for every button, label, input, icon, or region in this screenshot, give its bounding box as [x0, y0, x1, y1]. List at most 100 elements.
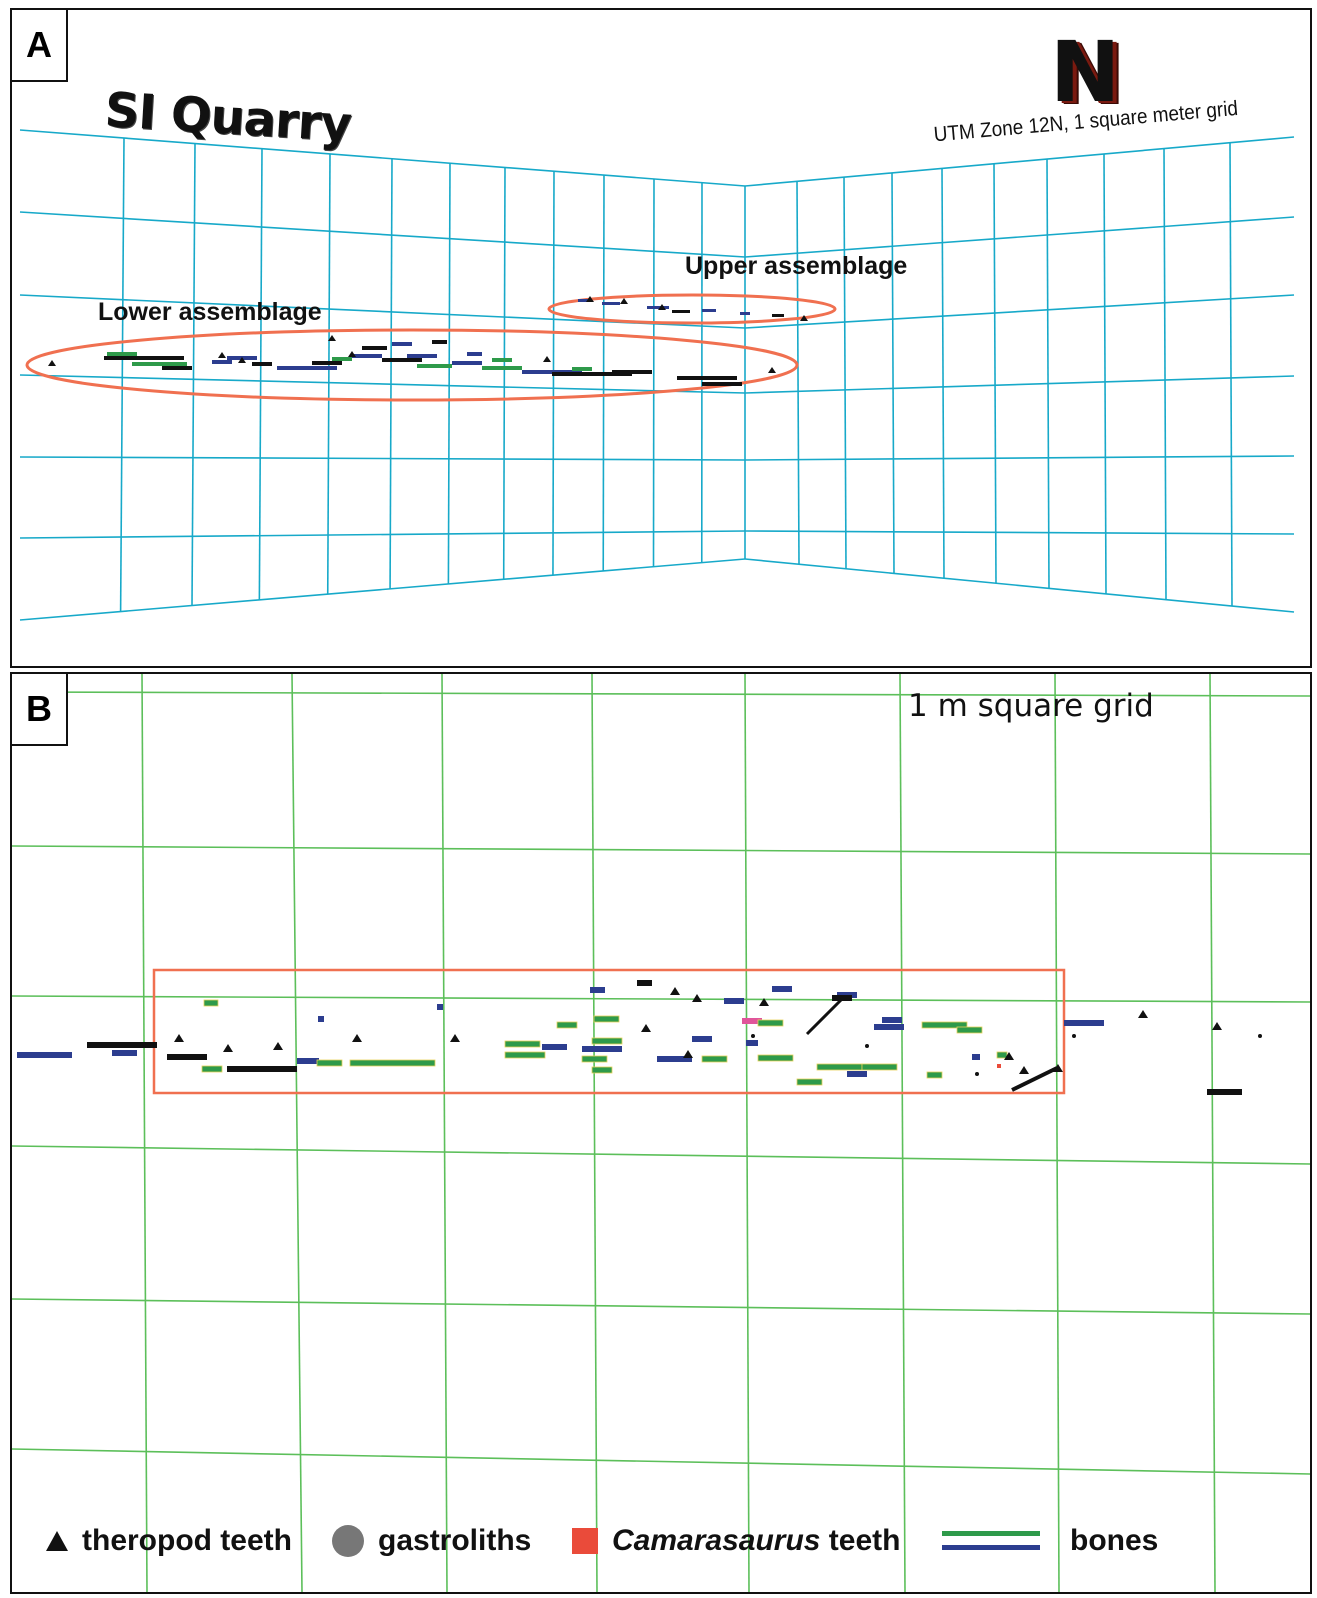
grid-line-horizontal — [19, 211, 746, 258]
legend-bones-label: bones — [1070, 1524, 1159, 1557]
bone-mark — [702, 382, 742, 386]
theropod-tooth-mark — [641, 1024, 651, 1032]
theropod-tooth-mark — [1019, 1066, 1029, 1074]
theropod-tooth-mark — [48, 360, 56, 366]
theropod-tooth-mark — [1212, 1022, 1222, 1030]
bone-mark — [921, 1021, 968, 1029]
specimen-dot — [975, 1072, 979, 1076]
north-arrow-icon: N — [1050, 23, 1121, 121]
bone-mark — [167, 1054, 207, 1060]
theropod-tooth-mark — [692, 994, 702, 1002]
grid-line-vertical — [1209, 674, 1216, 1592]
circle-icon — [332, 1525, 364, 1557]
lower-assemblage-ellipse — [25, 328, 799, 402]
bone-mark — [417, 364, 452, 368]
grid-line-vertical — [1054, 674, 1060, 1592]
grid-line-horizontal — [12, 1298, 1310, 1315]
bone-mark — [581, 1055, 608, 1063]
bone-mark — [591, 1066, 613, 1074]
bone-mark — [701, 1055, 728, 1063]
theropod-tooth-mark — [1138, 1010, 1148, 1018]
bone-mark — [578, 299, 588, 302]
bone-mark — [926, 1071, 943, 1079]
bone-mark — [602, 302, 620, 305]
grid-line-vertical — [389, 158, 393, 589]
bone-mark — [832, 995, 852, 1001]
theropod-tooth-mark — [273, 1042, 283, 1050]
grid-line-horizontal — [19, 456, 746, 461]
upper-assemblage-ellipse — [547, 293, 837, 325]
bone-mark — [332, 357, 352, 361]
theropod-tooth-mark — [586, 296, 594, 302]
bone-mark — [201, 1065, 223, 1073]
grid-line-vertical — [447, 163, 451, 584]
bone-mark — [657, 1056, 692, 1062]
bone-mark — [212, 360, 232, 364]
specimen-dot — [1258, 1034, 1262, 1038]
bone-mark — [316, 1059, 343, 1067]
bone-mark — [112, 1050, 137, 1056]
bone-mark — [861, 1063, 898, 1071]
bone-mark — [590, 987, 605, 993]
grid-line-vertical — [744, 674, 750, 1592]
bone-mark-diagonal — [805, 997, 844, 1036]
theropod-tooth-mark — [670, 987, 680, 995]
grid-line-horizontal — [12, 995, 1310, 1003]
detail-rectangle — [152, 968, 1066, 1095]
bones-line-icon — [942, 1529, 1040, 1553]
bone-mark — [504, 1051, 546, 1059]
bone-mark — [277, 366, 337, 370]
bone-mark — [582, 1046, 622, 1052]
bone-mark — [349, 1059, 436, 1067]
grid-line-horizontal — [19, 558, 746, 621]
theropod-tooth-mark — [543, 356, 551, 362]
bone-mark — [724, 998, 744, 1004]
bone-mark — [742, 1018, 762, 1024]
panel-a-perspective-grid — [19, 129, 1295, 621]
bone-mark — [437, 1004, 443, 1010]
panel-b-letter: B — [12, 674, 68, 746]
theropod-tooth-mark — [1004, 1052, 1014, 1060]
bone-mark — [672, 310, 690, 313]
theropod-tooth-mark — [800, 315, 808, 321]
triangle-icon — [46, 1531, 68, 1551]
grid-line-vertical — [1229, 142, 1233, 606]
theropod-tooth-mark — [1053, 1064, 1063, 1072]
grid-line-horizontal — [19, 129, 746, 187]
bone-mark — [407, 354, 437, 358]
bone-mark-diagonal — [1011, 1066, 1058, 1092]
bone-mark — [104, 356, 184, 360]
legend-gastroliths-label: gastroliths — [378, 1524, 532, 1557]
theropod-tooth-mark — [450, 1034, 460, 1042]
grid-line-horizontal — [744, 294, 1295, 329]
bone-mark — [382, 358, 422, 362]
upper-assemblage-label: Upper assemblage — [685, 252, 908, 280]
panel-b: B — [10, 672, 1312, 1594]
legend-camarasaurus-teeth: Camarasaurus teeth — [572, 1524, 900, 1558]
theropod-tooth-mark — [223, 1044, 233, 1052]
bone-mark — [612, 370, 652, 374]
bone-mark — [572, 367, 592, 371]
bone-mark — [318, 1016, 324, 1022]
bone-mark — [772, 986, 792, 992]
grid-line-horizontal — [19, 530, 746, 539]
grid-line-horizontal — [19, 374, 746, 394]
bone-mark — [492, 358, 512, 362]
camarasaurus-tooth-mark — [997, 1064, 1001, 1068]
grid-line-vertical — [291, 674, 303, 1592]
legend-bones: bones — [942, 1524, 1158, 1558]
theropod-tooth-mark — [352, 1034, 362, 1042]
bone-mark — [227, 1066, 297, 1072]
bone-mark — [392, 342, 412, 346]
bone-mark — [132, 362, 187, 366]
specimen-dot — [751, 1034, 755, 1038]
grid-line-vertical — [1046, 159, 1050, 589]
grid-line-horizontal — [744, 455, 1295, 461]
grid-line-vertical — [843, 177, 847, 569]
grid-line-vertical — [1103, 153, 1107, 594]
legend: theropod teeth gastroliths Camarasaurus … — [10, 1512, 1312, 1582]
bone-mark — [1207, 1089, 1242, 1095]
bone-mark — [556, 1021, 578, 1029]
legend-camarasaurus-rest: teeth — [820, 1524, 901, 1557]
bone-mark — [252, 362, 272, 366]
